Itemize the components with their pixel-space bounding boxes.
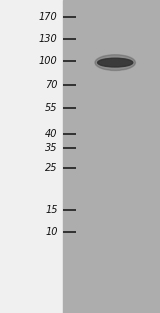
Text: 55: 55 bbox=[45, 103, 58, 113]
Bar bbox=[63, 0, 160, 313]
Ellipse shape bbox=[95, 55, 135, 70]
Text: 25: 25 bbox=[45, 163, 58, 173]
Text: 15: 15 bbox=[45, 205, 58, 215]
Text: 40: 40 bbox=[45, 129, 58, 139]
Text: 10: 10 bbox=[45, 227, 58, 237]
Ellipse shape bbox=[98, 58, 133, 67]
Text: 130: 130 bbox=[39, 34, 58, 44]
Text: 35: 35 bbox=[45, 143, 58, 153]
Bar bbox=[0, 0, 63, 313]
Text: 70: 70 bbox=[45, 80, 58, 90]
Text: 170: 170 bbox=[39, 12, 58, 22]
Text: 100: 100 bbox=[39, 56, 58, 66]
